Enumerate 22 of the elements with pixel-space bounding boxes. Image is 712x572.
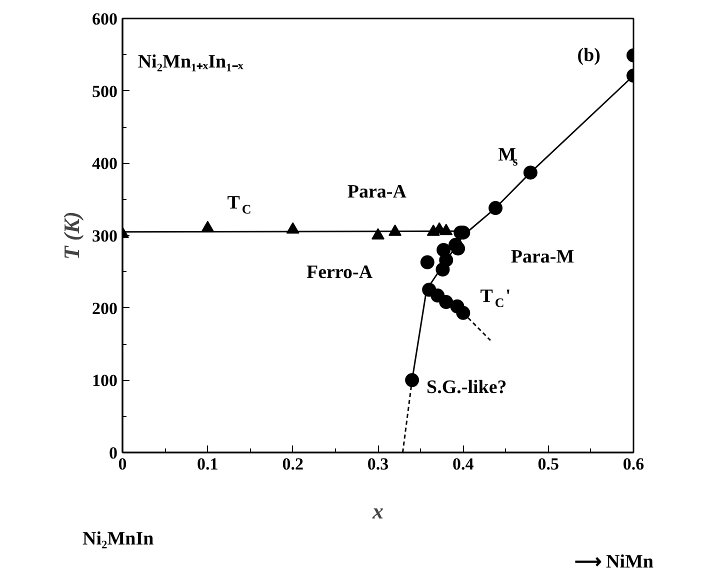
y-tick-label: 200 — [92, 298, 118, 318]
annotation: (b) — [577, 44, 601, 66]
annotation: Para-A — [347, 182, 407, 203]
annotation: Para-M — [510, 246, 574, 268]
x-axis-title: x — [372, 498, 384, 524]
x-tick-label: 0.3 — [367, 454, 389, 474]
text: Ni₂MnIn — [82, 528, 154, 550]
annotation: S.G.-like? — [426, 376, 507, 398]
x-tick-label: 0.4 — [452, 454, 474, 474]
text: ⟶ NiMn — [574, 552, 654, 572]
y-tick-label: 300 — [92, 226, 118, 246]
x-tick-label: 0.1 — [197, 454, 218, 474]
x-tick-label: 0.6 — [622, 454, 644, 474]
annotation: Ferro-A — [306, 262, 373, 283]
annotation: Ni₂Mn₁₊ₓIn₁₋ₓ — [138, 51, 244, 72]
y-tick-label: 500 — [92, 82, 118, 101]
y-axis-title: T (K) — [59, 211, 84, 260]
y-tick-label: 400 — [92, 154, 118, 174]
x-tick-label: 0.2 — [282, 454, 304, 474]
y-tick-label: 600 — [92, 10, 118, 28]
x-tick-label: 0.5 — [538, 454, 559, 474]
y-tick-label: 100 — [92, 371, 118, 390]
